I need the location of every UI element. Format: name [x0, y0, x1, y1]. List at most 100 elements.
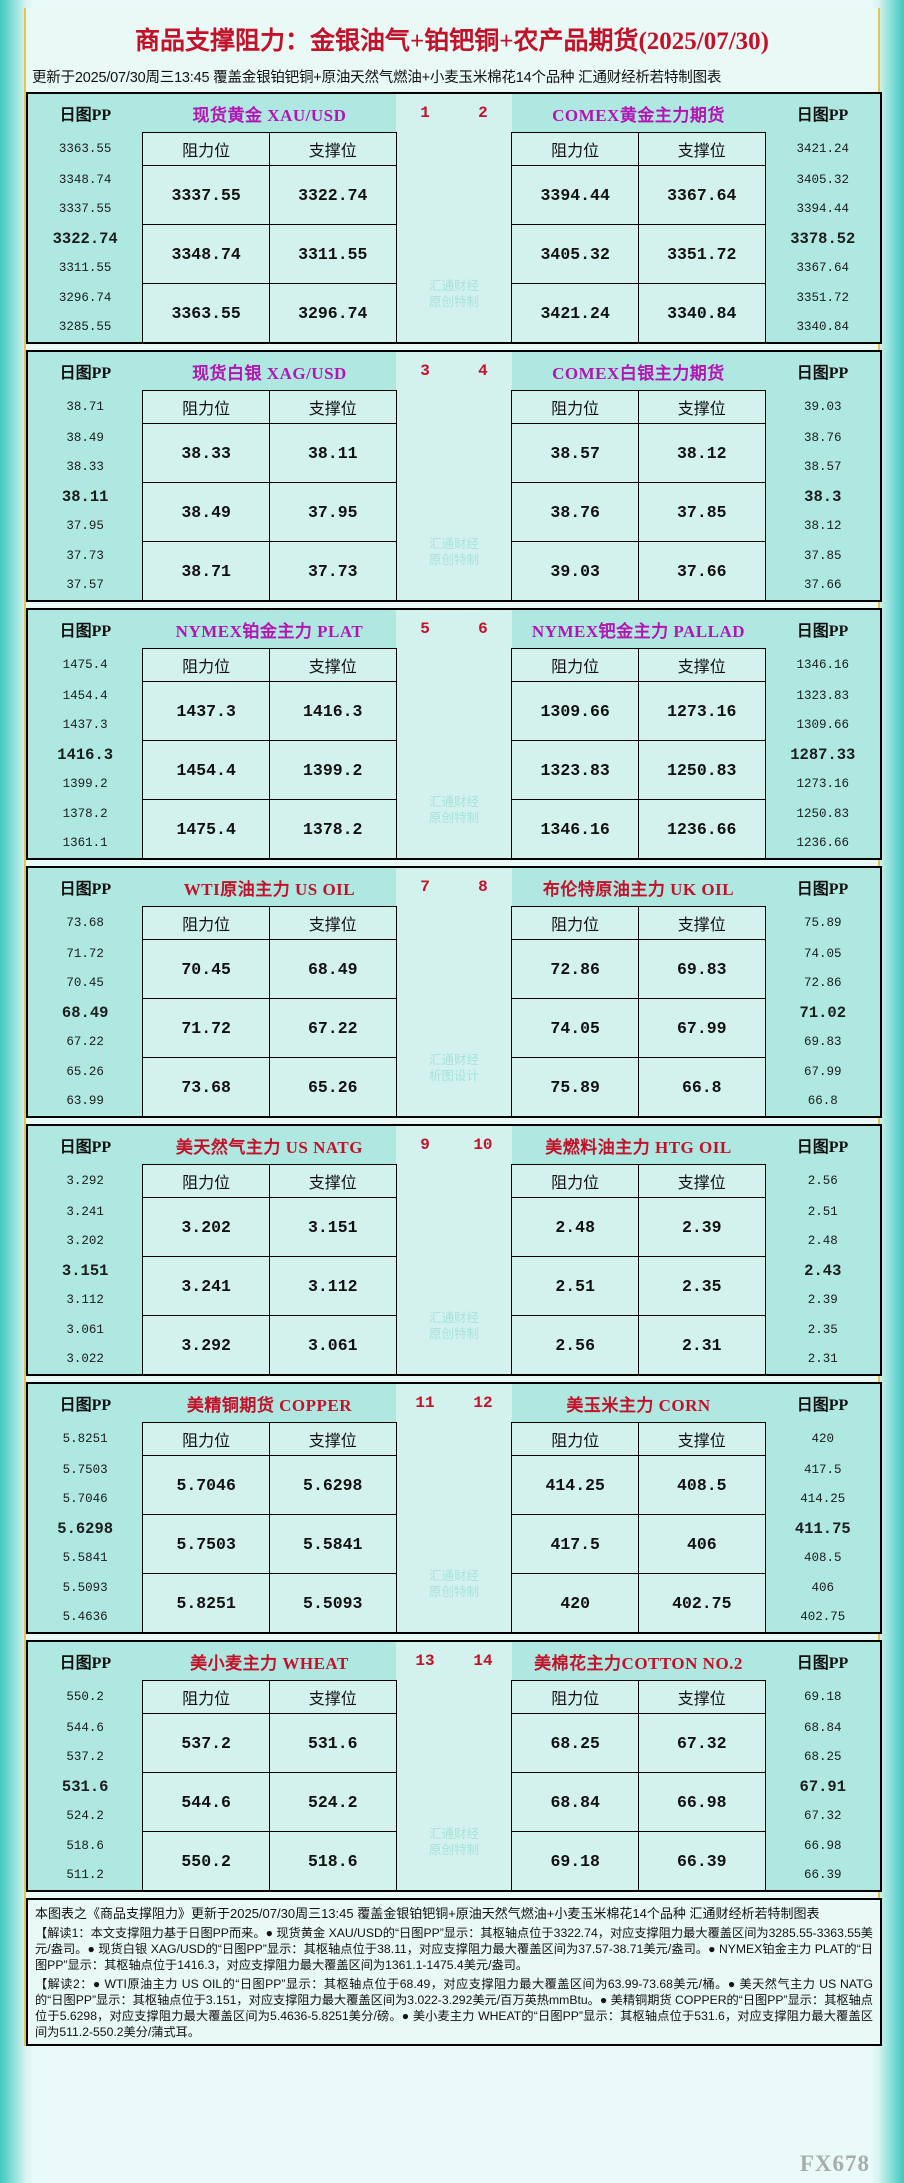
- page-subtitle: 更新于2025/07/30周三13:45 覆盖金银铂钯铜+原油天然气燃油+小麦玉…: [32, 70, 722, 86]
- resistance-value-right: 39.03: [511, 541, 639, 602]
- support-header-right: 支撑位: [638, 1680, 766, 1714]
- support-header-right: 支撑位: [637, 1164, 766, 1198]
- support-header-right: 支撑位: [637, 132, 766, 166]
- resistance-header-left: 阻力位: [142, 906, 270, 940]
- pp-level-right: 1273.16: [765, 770, 881, 800]
- watermark-cell: 汇通财经 原创特制: [396, 1164, 512, 1375]
- support-value-right: 402.75: [638, 1573, 766, 1634]
- footer-note1: 【解读1：本文支撑阻力基于日图PP而来。● 现货黄金 XAU/USD的“日图PP…: [35, 1926, 873, 1972]
- table-row: 5.5841 408.5: [27, 1544, 881, 1574]
- block-subheader-row: 73.68 阻力位 支撑位 汇通财经 析图设计 阻力位 支撑位 75.89: [27, 906, 881, 1117]
- support-value-right: 66.39: [638, 1831, 766, 1892]
- pp-level-right: 68.25: [765, 1743, 881, 1773]
- resistance-value-left: 73.68: [142, 1057, 270, 1118]
- pp-label-left: 日图PP: [27, 93, 143, 133]
- pp-level-right: 68.84: [765, 1713, 881, 1743]
- support-value-left: 1416.3: [268, 681, 397, 741]
- pp-level-right: 408.5: [765, 1544, 881, 1574]
- support-value-left: 37.95: [268, 482, 397, 542]
- pp-level-left: 38.71: [27, 390, 143, 424]
- pp-label-right: 日图PP: [765, 1641, 881, 1681]
- pp-level-left: 37.95: [27, 512, 143, 542]
- pp-level-right: 67.99: [765, 1057, 881, 1087]
- watermark-line-1: 汇通财经: [428, 1311, 479, 1326]
- pp-level-left: 1437.3: [27, 711, 143, 741]
- commodity-table: 日图PP 现货白银 XAG/USD 3 4 COMEX白银主力期货 日图PP 38.71 阻力…: [26, 350, 882, 602]
- pp-level-left: 38.11: [27, 482, 143, 512]
- pp-level-left: 511.2: [27, 1860, 143, 1891]
- resistance-value-left: 3.241: [142, 1256, 270, 1316]
- table-row: 1399.2 1273.16: [27, 770, 881, 800]
- table-row: 524.2 67.32: [27, 1802, 881, 1832]
- resistance-header-right: 阻力位: [511, 1164, 639, 1198]
- instrument-name-left: 美小麦主力 WHEAT: [142, 1641, 397, 1681]
- footer-notes: 本图表之《商品支撑阻力》更新于2025/07/30周三13:45 覆盖金银铂钯铜…: [26, 1898, 882, 2046]
- block-number-left: 3: [396, 351, 454, 391]
- support-header-left: 支撑位: [268, 132, 397, 166]
- pp-level-left: 3.061: [27, 1315, 143, 1345]
- pp-label-left: 日图PP: [27, 609, 143, 649]
- support-value-left: 3322.74: [268, 165, 397, 225]
- instrument-name-right: COMEX黄金主力期货: [511, 93, 766, 133]
- watermark-line-2: 原创特制: [428, 295, 479, 310]
- resistance-header-left: 阻力位: [142, 1680, 270, 1714]
- table-row: 1416.3 1454.4 1399.2 1323.83 1250.83 1287.33: [27, 740, 881, 800]
- watermark-cell: 汇通财经 原创特制: [396, 648, 512, 859]
- pp-level-right: 3378.52: [765, 224, 881, 254]
- resistance-value-left: 38.33: [142, 423, 270, 483]
- pp-level-left: 1361.1: [27, 828, 143, 859]
- table-row: 38.11 38.49 37.95 38.76 37.85 38.3: [27, 482, 881, 542]
- pp-level-left: 5.6298: [27, 1514, 143, 1544]
- support-value-left: 518.6: [268, 1831, 397, 1892]
- pp-level-right: 1250.83: [765, 799, 881, 829]
- table-row: 518.6 550.2 518.6 69.18 66.39 66.98: [27, 1831, 881, 1892]
- commodity-block: 日图PP 现货黄金 XAU/USD 1 2 COMEX黄金主力期货 日图PP 3363.55…: [26, 92, 882, 344]
- pp-level-right: 420: [765, 1422, 881, 1456]
- table-row: 3337.55 3394.44: [27, 195, 881, 225]
- commodity-table: 日图PP 美精铜期货 COPPER 11 12 美玉米主力 CORN 日图PP 5.8251…: [26, 1382, 882, 1634]
- pp-level-right: 406: [765, 1573, 881, 1603]
- instrument-name-right: 美玉米主力 CORN: [511, 1383, 766, 1423]
- pp-level-left: 1416.3: [27, 740, 143, 770]
- table-row: 5.7046 414.25: [27, 1485, 881, 1515]
- block-subheader-row: 3.292 阻力位 支撑位 汇通财经 原创特制 阻力位 支撑位 2.56: [27, 1164, 881, 1375]
- pp-level-right: 69.83: [765, 1028, 881, 1058]
- table-row: 38.33 38.57: [27, 453, 881, 483]
- pp-level-left: 3348.74: [27, 165, 143, 195]
- commodity-block: 日图PP 现货白银 XAG/USD 3 4 COMEX白银主力期货 日图PP 38.71 阻力…: [26, 350, 882, 602]
- watermark-line-2: 原创特制: [428, 1843, 479, 1858]
- pp-label-right: 日图PP: [765, 351, 881, 391]
- instrument-name-left: NYMEX铂金主力 PLAT: [142, 609, 397, 649]
- resistance-value-right: 3421.24: [511, 283, 639, 344]
- table-row: 544.6 537.2 531.6 68.25 67.32 68.84: [27, 1713, 881, 1773]
- watermark-line-1: 汇通财经: [428, 795, 479, 810]
- pp-level-left: 71.72: [27, 939, 143, 969]
- pp-label-left: 日图PP: [27, 1383, 143, 1423]
- instrument-name-left: WTI原油主力 US OIL: [142, 867, 397, 907]
- resistance-value-right: 414.25: [511, 1455, 639, 1515]
- commodity-block: 日图PP NYMEX铂金主力 PLAT 5 6 NYMEX钯金主力 PALLAD 日图PP…: [26, 608, 882, 860]
- resistance-header-right: 阻力位: [511, 132, 639, 166]
- pp-level-left: 3.241: [27, 1197, 143, 1227]
- pp-label-right: 日图PP: [765, 93, 881, 133]
- pp-level-right: 3367.64: [765, 254, 881, 284]
- pp-level-right: 38.76: [765, 423, 881, 453]
- pp-level-left: 544.6: [27, 1713, 143, 1743]
- resistance-value-right: 38.76: [511, 482, 639, 542]
- pp-level-left: 3296.74: [27, 283, 143, 313]
- pp-label-right: 日图PP: [765, 1383, 881, 1423]
- table-row: 38.49 38.33 38.11 38.57 38.12 38.76: [27, 423, 881, 483]
- pp-level-left: 531.6: [27, 1772, 143, 1802]
- pp-level-left: 3337.55: [27, 195, 143, 225]
- pp-level-right: 66.39: [765, 1860, 881, 1891]
- resistance-value-right: 1346.16: [511, 799, 639, 860]
- table-row: 3.151 3.241 3.112 2.51 2.35 2.43: [27, 1256, 881, 1316]
- support-header-left: 支撑位: [268, 1680, 397, 1714]
- block-number-right: 10: [453, 1125, 512, 1165]
- table-row: 3296.74 3363.55 3296.74 3421.24 3340.84 3351.…: [27, 283, 881, 344]
- watermark-cell: 汇通财经 原创特制: [396, 1680, 512, 1891]
- support-header-right: 支撑位: [637, 390, 766, 424]
- block-subheader-row: 5.8251 阻力位 支撑位 汇通财经 原创特制 阻力位 支撑位 420: [27, 1422, 881, 1633]
- block-number-left: 13: [396, 1641, 454, 1681]
- pp-level-right: 417.5: [765, 1455, 881, 1485]
